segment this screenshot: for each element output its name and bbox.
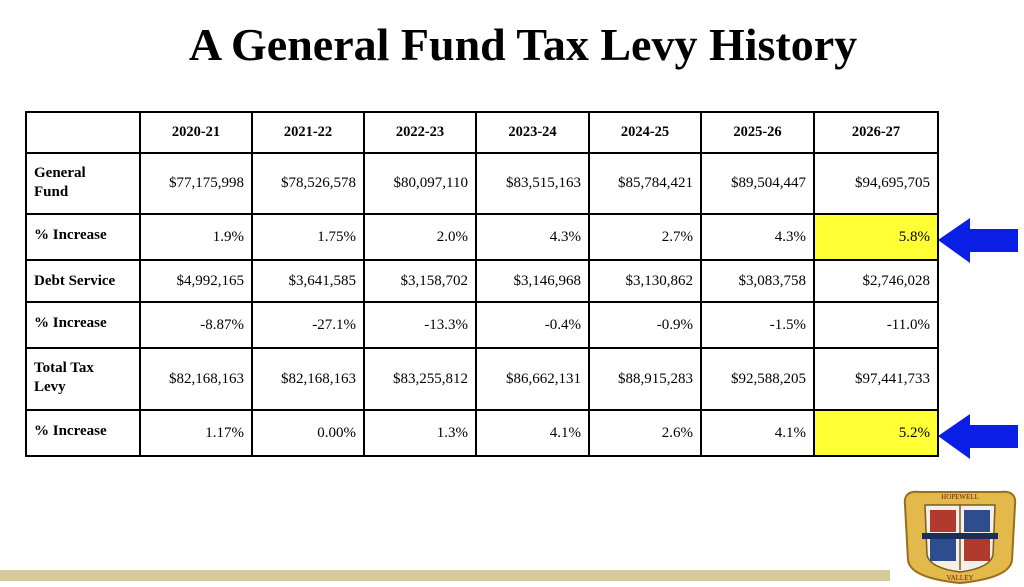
slide-title: A General Fund Tax Levy History (188, 19, 858, 70)
value-cell: $86,662,131 (475, 347, 590, 411)
value-cell: $3,083,758 (700, 259, 815, 303)
value-cell: 2.6% (588, 409, 702, 457)
table-row: Debt Service $4,992,165 $3,641,585 $3,158,7… (25, 259, 939, 303)
row-label-cell: Debt Service (25, 259, 141, 303)
value-cell: $94,695,705 (813, 152, 939, 215)
value-cell: -27.1% (251, 301, 365, 349)
row-label-cell: General Fund (25, 152, 141, 215)
value-cell: $82,168,163 (139, 347, 253, 411)
value-cell: -0.9% (588, 301, 702, 349)
value-cell: $97,441,733 (813, 347, 939, 411)
value-cell: $2,746,028 (813, 259, 939, 303)
row-label: General Fund (34, 165, 86, 200)
value-cell: $3,158,702 (363, 259, 477, 303)
value-cell: 1.3% (363, 409, 477, 457)
value-cell: $3,130,862 (588, 259, 702, 303)
row-label-cell: % Increase (25, 301, 141, 349)
table-row: % Increase 1.9% 1.75% 2.0% 4.3% 2.7% 4.3% 5.8% (25, 213, 939, 261)
value-cell: $82,168,163 (251, 347, 365, 411)
value-cell: 4.3% (475, 213, 590, 261)
table-row: % Increase 1.17% 0.00% 1.3% 4.1% 2.6% 4.1% 5.2% (25, 409, 939, 457)
value-cell: $85,784,421 (588, 152, 702, 215)
value-cell: 4.3% (700, 213, 815, 261)
logo-bottom-text: VALLEY (946, 574, 973, 582)
row-label: % Increase (34, 423, 107, 439)
value-cell: $88,915,283 (588, 347, 702, 411)
value-cell: $77,175,998 (139, 152, 253, 215)
value-cell: -1.5% (700, 301, 815, 349)
value-cell: $3,146,968 (475, 259, 590, 303)
table-row: Total Tax Levy $82,168,163 $82,168,163 $83,… (25, 347, 939, 411)
value-cell: $83,515,163 (475, 152, 590, 215)
row-label-cell: % Increase (25, 213, 141, 261)
value-cell: $80,097,110 (363, 152, 477, 215)
column-header: 2025-26 (700, 111, 815, 154)
header-row: 2020-21 2021-22 2022-23 2023-24 2024-25 2025-… (25, 111, 939, 154)
value-cell: 2.0% (363, 213, 477, 261)
row-label-cell: % Increase (25, 409, 141, 457)
arrow (938, 218, 1018, 263)
value-cell: $3,641,585 (251, 259, 365, 303)
value-cell: 1.75% (251, 213, 365, 261)
value-cell: 4.1% (700, 409, 815, 457)
footer-bar (0, 570, 890, 581)
value-cell: $89,504,447 (700, 152, 815, 215)
column-header: 2020-21 (139, 111, 253, 154)
value-cell: -13.3% (363, 301, 477, 349)
value-cell: 4.1% (475, 409, 590, 457)
column-header: 2022-23 (363, 111, 477, 154)
column-header: 2021-22 (251, 111, 365, 154)
table-row: General Fund $77,175,998 $78,526,578 $80,09… (25, 152, 939, 215)
value-cell: -0.4% (475, 301, 590, 349)
logo: HOPEWELL VALLEY (903, 490, 1017, 585)
value-cell: $78,526,578 (251, 152, 365, 215)
value-cell: 1.17% (139, 409, 253, 457)
corner-cell (25, 111, 141, 154)
value-cell: $83,255,812 (363, 347, 477, 411)
value-cell: 0.00% (251, 409, 365, 457)
value-cell: 5.8% (813, 213, 939, 261)
row-label: Total Tax Levy (34, 360, 94, 395)
value-cell: $4,992,165 (139, 259, 253, 303)
value-cell: 5.2% (813, 409, 939, 457)
column-header: 2023-24 (475, 111, 590, 154)
logo-top-text: HOPEWELL (941, 493, 979, 501)
value-cell: 1.9% (139, 213, 253, 261)
value-cell: $92,588,205 (700, 347, 815, 411)
value-cell: -8.87% (139, 301, 253, 349)
column-header: 2026-27 (813, 111, 939, 154)
row-label-cell: Total Tax Levy (25, 347, 141, 411)
column-header: 2024-25 (588, 111, 702, 154)
row-label: Debt Service (34, 273, 116, 289)
value-cell: -11.0% (813, 301, 939, 349)
row-label: % Increase (34, 315, 107, 331)
arrow (938, 414, 1018, 459)
levy-table: 2020-21 2021-22 2022-23 2023-24 2024-25 2025-… (25, 111, 939, 457)
table-row: % Increase -8.87% -27.1% -13.3% -0.4% -0.9% -1… (25, 301, 939, 349)
row-label: % Increase (34, 227, 107, 243)
value-cell: 2.7% (588, 213, 702, 261)
